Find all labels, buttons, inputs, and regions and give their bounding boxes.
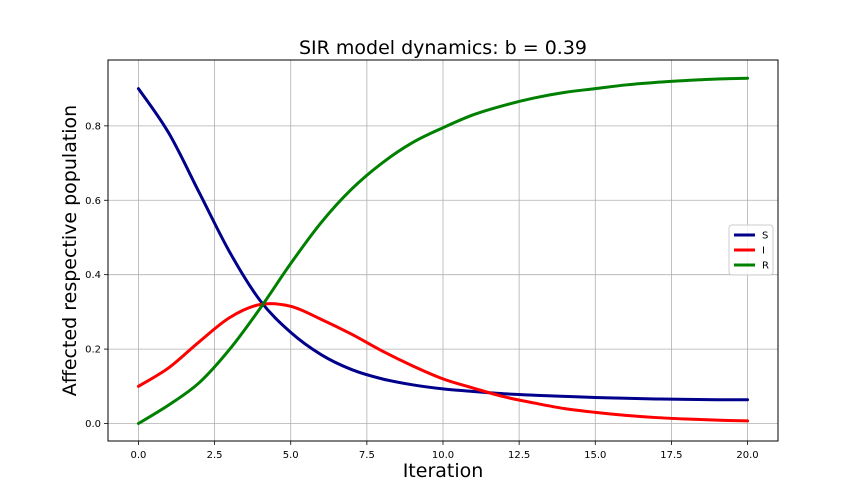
x-axis-ticks: 0.0 2.5 5.0 7.5 10.0 12.5 15.0 17.5 20.0: [131, 441, 759, 461]
x-tick-label: 12.5: [508, 450, 530, 461]
y-tick-label: 0.4: [85, 270, 101, 281]
y-tick-label: 0.0: [85, 419, 101, 430]
y-tick-label: 0.2: [85, 345, 101, 356]
x-axis-label: Iteration: [403, 460, 484, 482]
y-tick-label: 0.8: [85, 121, 101, 132]
x-tick-label: 10.0: [432, 450, 454, 461]
grid-lines: [108, 60, 778, 441]
x-tick-label: 2.5: [207, 450, 223, 461]
series-line-r: [136, 76, 750, 426]
y-axis-label: Affected respective population: [59, 105, 81, 396]
y-tick-label: 0.6: [85, 196, 101, 207]
x-tick-label: 5.0: [283, 450, 299, 461]
y-axis-ticks: 0.0 0.2 0.4 0.6 0.8: [85, 121, 108, 430]
series-line-s: [136, 87, 750, 402]
legend: SIR: [728, 224, 774, 276]
chart-title: SIR model dynamics: b = 0.39: [299, 37, 587, 59]
legend-label-r: R: [762, 261, 769, 272]
series-lines: [136, 76, 750, 426]
x-tick-label: 7.5: [359, 450, 375, 461]
x-tick-label: 20.0: [736, 450, 758, 461]
legend-label-s: S: [762, 231, 768, 242]
x-tick-label: 17.5: [660, 450, 682, 461]
x-tick-label: 15.0: [584, 450, 606, 461]
series-line-i: [136, 302, 750, 423]
legend-label-i: I: [762, 246, 765, 257]
x-tick-label: 0.0: [131, 450, 147, 461]
